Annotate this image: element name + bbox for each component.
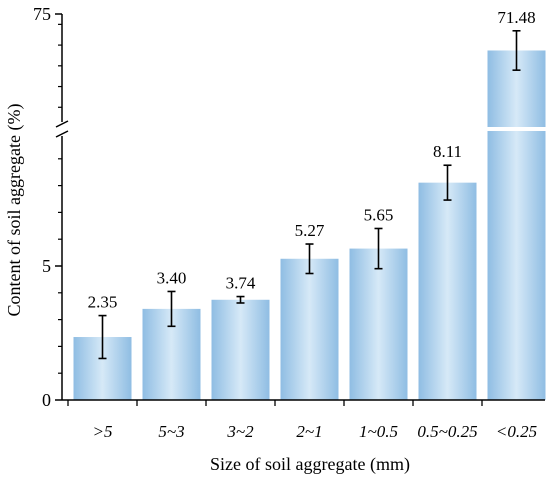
axes-layer xyxy=(55,13,545,406)
x-tick-label-2: 5~3 xyxy=(158,422,184,441)
value-label-4: 5.27 xyxy=(295,221,325,240)
labels-layer: 2.35 >5 3.40 5~3 3.74 3~2 5.27 2~1 5.65 1~0.5 8.11… xyxy=(33,4,537,441)
y-axis-title: Content of soil aggregate (%) xyxy=(4,104,25,317)
error-bar-1 xyxy=(98,314,107,360)
x-tick-label-1: >5 xyxy=(93,422,113,441)
bar-4 xyxy=(280,258,339,400)
bar-6 xyxy=(418,182,477,400)
value-label-2: 3.40 xyxy=(157,268,187,287)
y-tick-label: 75 xyxy=(33,4,51,24)
error-bar-6 xyxy=(443,164,452,201)
bars-layer xyxy=(73,29,547,400)
bar-3 xyxy=(211,299,270,400)
x-tick-label-3: 3~2 xyxy=(226,422,254,441)
error-bar-7 xyxy=(512,29,521,71)
x-tick-label-5: 1~0.5 xyxy=(359,422,398,441)
y-tick-label: 0 xyxy=(42,390,51,410)
bar-5 xyxy=(349,248,408,400)
error-bar-3 xyxy=(236,295,245,304)
bar-break-gap xyxy=(486,127,547,131)
x-axis-title: Size of soil aggregate (mm) xyxy=(210,454,410,475)
error-bar-5 xyxy=(374,227,383,270)
value-label-6: 8.11 xyxy=(433,142,462,161)
bar-7 xyxy=(487,50,546,400)
x-tick-label-6: 0.5~0.25 xyxy=(417,422,477,441)
value-label-3: 3.74 xyxy=(226,274,256,293)
value-label-1: 2.35 xyxy=(88,293,118,312)
x-tick-label-7: <0.25 xyxy=(496,422,537,441)
x-tick-label-4: 2~1 xyxy=(296,422,322,441)
value-label-5: 5.65 xyxy=(364,205,394,224)
error-bar-4 xyxy=(305,243,314,275)
y-tick-label: 5 xyxy=(42,256,51,276)
axis-break-mark xyxy=(55,120,69,138)
value-label-7: 71.48 xyxy=(497,8,535,27)
error-bar-2 xyxy=(167,290,176,328)
